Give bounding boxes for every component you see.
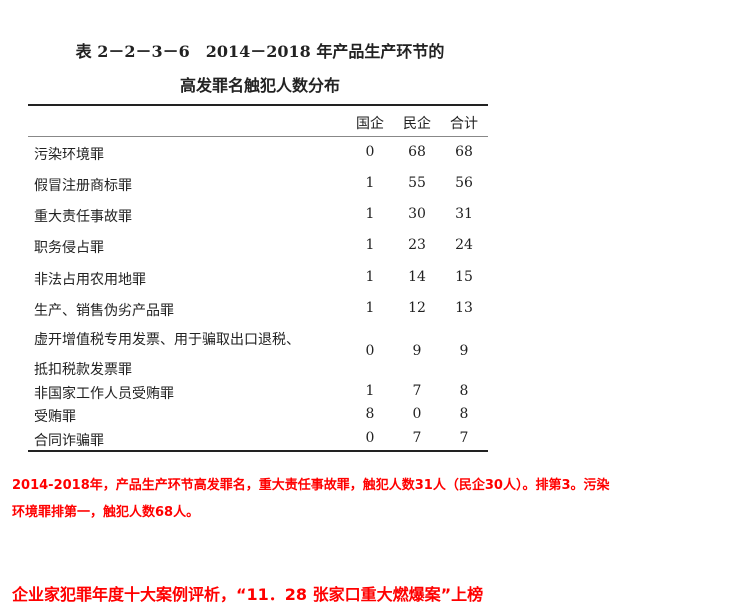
row-total: 24 — [455, 237, 473, 253]
note-line2: 环境罪排第一，触犯人数68人。 — [12, 505, 200, 520]
row-private: 55 — [408, 175, 426, 191]
row-name: 污染环境罪 — [34, 147, 104, 163]
row-total: 7 — [459, 430, 469, 446]
row-private: 23 — [408, 237, 426, 253]
row-name: 职务侵占罪 — [34, 240, 104, 256]
row-name: 虚开增值税专用发票、用于骗取出口退税、 — [34, 332, 300, 348]
row-total: 31 — [455, 206, 473, 222]
row-total: 15 — [455, 269, 473, 285]
table-title-line2: 高发罪名触犯人数分布 — [179, 76, 340, 95]
row-soe: 0 — [365, 343, 375, 359]
row-total: 13 — [455, 300, 473, 316]
row-name: 非国家工作人员受贿罪 — [34, 386, 174, 402]
row-total: 56 — [455, 175, 473, 191]
top-rule — [28, 104, 488, 106]
row-name: 重大责任事故罪 — [34, 209, 132, 225]
row-soe: 1 — [365, 300, 375, 316]
row-total: 8 — [459, 406, 469, 422]
table-title-line1: 表 2－2－3－6 2014－2018 年产品生产环节的 — [75, 42, 445, 61]
row-name: 合同诈骗罪 — [34, 433, 104, 449]
row-name: 非法占用农用地罪 — [34, 272, 146, 288]
row-total: 8 — [459, 383, 469, 399]
row-name: 假冒注册商标罪 — [34, 178, 132, 194]
header-total: 合计 — [450, 116, 478, 132]
row-total: 9 — [459, 343, 469, 359]
row-name-cont: 抵扣税款发票罪 — [34, 362, 132, 378]
row-soe: 0 — [365, 430, 375, 446]
row-soe: 1 — [365, 269, 375, 285]
row-private: 12 — [408, 300, 426, 316]
headline: 企业家犯罪年度十大案例评析，“11．28 张家口重大燃爆案”上榜 — [12, 585, 484, 604]
row-private: 9 — [412, 343, 422, 359]
row-total: 68 — [455, 144, 473, 160]
row-soe: 1 — [365, 175, 375, 191]
row-soe: 8 — [365, 406, 375, 422]
header-private: 民企 — [403, 116, 431, 132]
row-private: 0 — [412, 406, 422, 422]
row-private: 7 — [412, 430, 422, 446]
header-soe: 国企 — [356, 116, 384, 132]
row-soe: 0 — [365, 144, 375, 160]
row-soe: 1 — [365, 237, 375, 253]
row-private: 68 — [408, 144, 426, 160]
row-name: 生产、销售伪劣产品罪 — [34, 303, 174, 319]
note-line1: 2014-2018年，产品生产环节高发罪名，重大责任事故罪，触犯人数31人（民企… — [12, 478, 610, 493]
row-name: 受贿罪 — [34, 409, 76, 425]
row-soe: 1 — [365, 383, 375, 399]
row-private: 7 — [412, 383, 422, 399]
row-soe: 1 — [365, 206, 375, 222]
row-private: 14 — [408, 269, 426, 285]
header-rule — [28, 136, 488, 137]
bottom-rule — [28, 450, 488, 452]
row-private: 30 — [408, 206, 426, 222]
